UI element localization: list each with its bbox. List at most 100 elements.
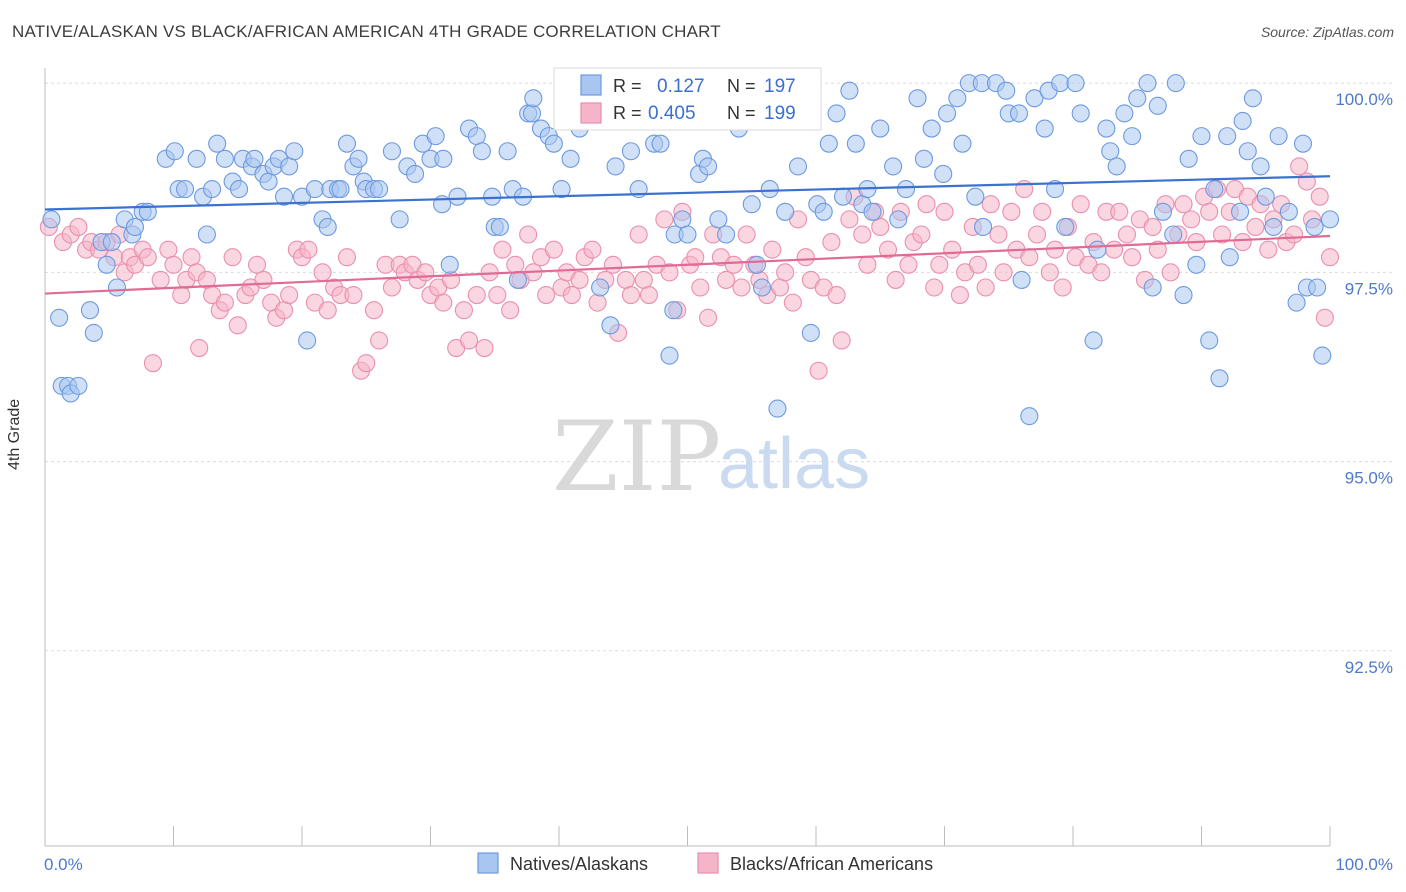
natives-point — [80, 301, 100, 320]
natives-point — [1051, 74, 1070, 93]
axes — [44, 68, 1331, 847]
natives-point — [922, 119, 941, 138]
blacks-point — [878, 240, 898, 259]
natives-point — [1251, 157, 1270, 176]
natives-point — [337, 134, 357, 153]
natives-point — [1174, 286, 1193, 305]
blacks-point — [382, 278, 402, 297]
watermark-atlas: atlas — [718, 424, 870, 504]
natives-point — [208, 134, 227, 153]
natives-point — [203, 180, 222, 199]
blacks-point — [1233, 233, 1252, 252]
blacks-point — [871, 217, 890, 236]
x-tick-label-min: 0.0% — [44, 855, 83, 874]
natives-point — [97, 255, 116, 274]
blacks-point — [1290, 157, 1309, 176]
natives-point — [716, 225, 736, 244]
blacks-point — [570, 270, 589, 289]
natives-point — [1179, 149, 1198, 168]
natives-point — [801, 323, 820, 342]
blacks-point — [858, 255, 877, 274]
blacks-point — [274, 301, 294, 320]
blacks-point — [357, 354, 376, 373]
natives-point — [908, 89, 927, 108]
blacks-point — [223, 248, 242, 267]
blacks-point — [639, 286, 659, 305]
natives-point — [1187, 255, 1206, 274]
natives-point — [42, 210, 61, 229]
stats-legend-swatch-blue — [580, 74, 602, 96]
natives-point — [1056, 217, 1075, 236]
watermark-zip: ZIP — [552, 401, 721, 513]
blacks-point — [519, 225, 538, 244]
blacks-point — [370, 331, 389, 350]
blacks-point — [1259, 240, 1278, 259]
blacks-point — [1027, 225, 1047, 244]
blacks-point — [143, 354, 162, 373]
natives-point — [846, 134, 865, 153]
natives-point — [621, 142, 641, 161]
natives-point — [760, 180, 779, 199]
blacks-point — [763, 240, 782, 259]
blacks-point — [159, 240, 178, 259]
natives-point — [84, 323, 103, 342]
blacks-point — [737, 225, 756, 244]
natives-point — [1269, 127, 1288, 146]
blacks-point — [488, 286, 507, 305]
natives-point — [747, 255, 766, 274]
blacks-point — [621, 286, 641, 305]
blacks-point — [1174, 195, 1193, 214]
stats-legend-r-value-blue: 0.127 — [657, 76, 705, 97]
blacks-point — [228, 316, 247, 335]
natives-point — [524, 89, 543, 108]
blacks-point — [1320, 248, 1340, 267]
natives-point — [1143, 278, 1162, 297]
stats-legend-swatch-pink — [580, 102, 602, 124]
natives-point — [776, 202, 795, 221]
natives-point — [552, 180, 571, 199]
blacks-point — [1110, 202, 1129, 221]
blacks-trend-line — [44, 234, 1331, 295]
blacks-point — [215, 293, 234, 312]
natives-point — [606, 157, 625, 176]
bottom-legend-swatch-blue — [477, 852, 499, 874]
blacks-point — [537, 286, 556, 305]
natives-point — [498, 142, 517, 161]
natives-point — [349, 149, 368, 168]
blacks-point — [1092, 263, 1111, 282]
series-natives-points — [42, 74, 1340, 426]
natives-point — [1088, 240, 1107, 259]
blacks-point — [976, 278, 995, 297]
blacks-point — [1033, 202, 1052, 221]
natives-point — [1084, 331, 1103, 350]
blacks-point — [544, 240, 563, 259]
natives-point — [699, 157, 718, 176]
blacks-point — [796, 248, 815, 267]
natives-point — [298, 331, 317, 350]
bottom-legend: Natives/Alaskans Blacks/African American… — [477, 852, 933, 874]
blacks-point — [822, 233, 841, 252]
blacks-point — [138, 248, 157, 267]
natives-point — [1210, 369, 1229, 388]
natives-point — [448, 187, 467, 206]
natives-point — [1020, 407, 1039, 426]
natives-point — [1264, 217, 1283, 236]
natives-point — [673, 210, 692, 229]
natives-point — [197, 225, 216, 244]
natives-point — [1009, 104, 1029, 123]
natives-point — [1200, 331, 1219, 350]
blacks-point — [912, 225, 931, 244]
natives-point — [274, 187, 294, 206]
natives-point — [1231, 202, 1250, 221]
blacks-point — [1182, 210, 1201, 229]
blacks-point — [1284, 225, 1304, 244]
natives-point — [651, 134, 670, 153]
stats-legend-n-value-blue: 197 — [764, 76, 796, 97]
blacks-point — [475, 338, 494, 358]
blacks-point — [1040, 263, 1059, 282]
natives-point — [483, 187, 502, 206]
natives-point — [953, 134, 972, 153]
blacks-point — [254, 270, 273, 289]
blacks-point — [950, 286, 969, 305]
blacks-point — [1246, 217, 1265, 236]
